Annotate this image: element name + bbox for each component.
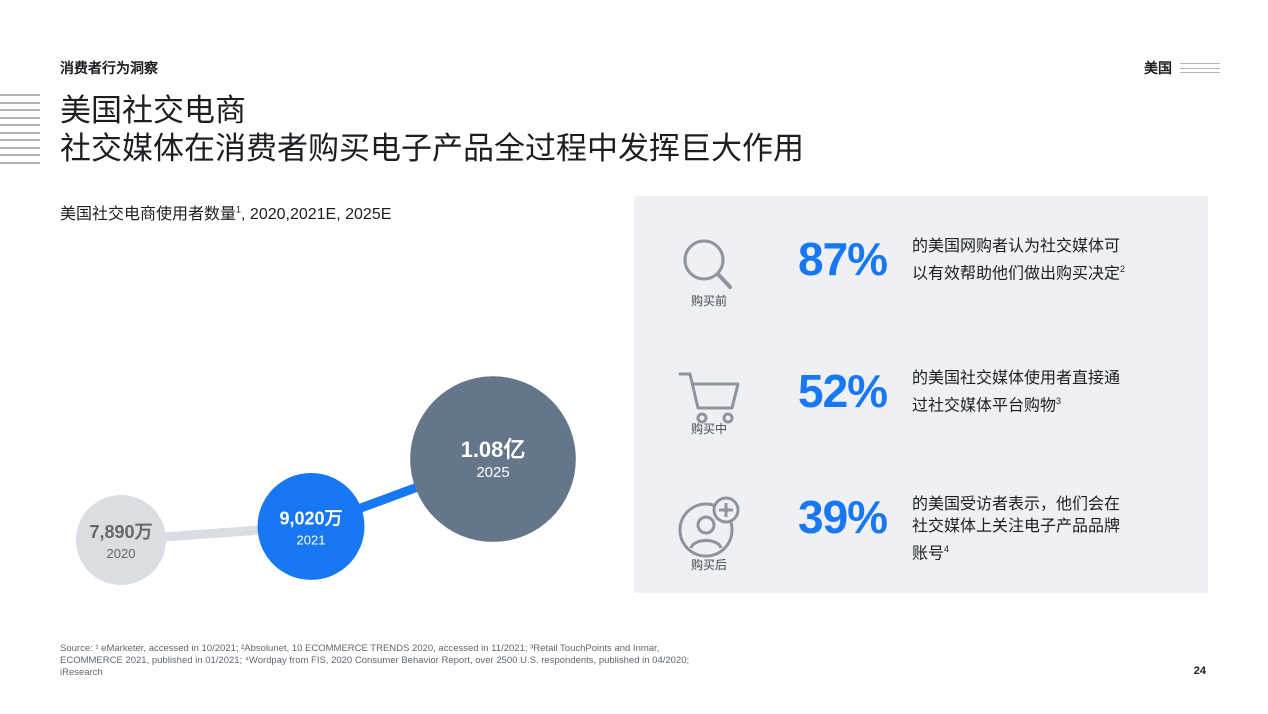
bubble-value-label: 1.08亿 (461, 437, 526, 462)
chart-title-text: 美国社交电商使用者数量 (60, 206, 237, 223)
source-line: Source: ¹ eMarketer, accessed in 10/2021… (60, 643, 660, 654)
stripes-decoration (0, 94, 40, 164)
stage-label: 购买中 (690, 422, 727, 436)
stat-row-during: 购买中 52% 的美国社交媒体使用者直接通 过社交媒体平台购物3 (634, 348, 1208, 468)
footnote-mark: 3 (1056, 396, 1062, 406)
chart-title: 美国社交电商使用者数量1, 2020,2021E, 2025E (60, 200, 391, 224)
source-line: ECOMMERCE 2021, published in 01/2021; ⁴W… (60, 655, 690, 666)
bubble-year-label: 2025 (476, 464, 509, 481)
region-label: 美国 (1144, 60, 1172, 76)
stat-percent: 87% (798, 233, 888, 285)
stat-desc-line-last: 以有效帮助他们做出购买决定2 (912, 258, 1172, 285)
footnote-mark: 2 (1120, 264, 1126, 274)
region-lines-decoration (1180, 63, 1220, 73)
chart-title-years: , 2020,2021E, 2025E (241, 206, 392, 223)
bubble-value-label: 7,890万 (89, 522, 152, 542)
stats-panel: 购买前 87% 的美国网购者认为社交媒体可 以有效帮助他们做出购买决定2 购买中… (634, 196, 1208, 593)
stage-label: 购买前 (690, 294, 727, 308)
stat-description: 的美国社交媒体使用者直接通 过社交媒体平台购物3 (912, 368, 1172, 417)
stage-label: 购买后 (690, 558, 727, 572)
title-line-2: 社交媒体在消费者购买电子产品全过程中发挥巨大作用 (60, 131, 804, 166)
page-number: 24 (1193, 665, 1206, 677)
bubble-2025 (410, 376, 576, 542)
add-user-icon (678, 496, 740, 558)
section-label: 消费者行为洞察 (60, 60, 158, 76)
page-title: 美国社交电商 社交媒体在消费者购买电子产品全过程中发挥巨大作用 (60, 92, 804, 168)
magnifier-icon (683, 239, 732, 289)
bubble-year-label: 2020 (107, 546, 136, 561)
stat-description: 的美国网购者认为社交媒体可 以有效帮助他们做出购买决定2 (912, 236, 1172, 285)
stat-desc-text: 以有效帮助他们做出购买决定 (912, 265, 1121, 283)
stat-desc-line: 的美国网购者认为社交媒体可 (912, 238, 1121, 255)
stat-desc-line: 的美国受访者表示，他们会在 (912, 496, 1121, 513)
region-tag: 美国 (1144, 58, 1220, 78)
stat-desc-text: 过社交媒体平台购物 (912, 397, 1057, 415)
stat-desc-line-last: 账号4 (912, 538, 1172, 565)
bubble-value-label: 9,020万 (279, 508, 342, 528)
title-line-1: 美国社交电商 (60, 93, 246, 128)
source-line: iResearch (60, 667, 103, 678)
shopping-cart-icon (678, 372, 740, 424)
stat-row-after: 购买后 39% 的美国受访者表示，他们会在 社交媒体上关注电子产品品牌 账号4 (634, 478, 1208, 598)
stat-desc-line: 社交媒体上关注电子产品品牌 (912, 518, 1121, 535)
bubble-chart: 7,890万 2020 9,020万 2021 1.08亿 2025 (76, 376, 576, 585)
stat-desc-line: 的美国社交媒体使用者直接通 (912, 370, 1121, 387)
stat-row-before: 购买前 87% 的美国网购者认为社交媒体可 以有效帮助他们做出购买决定2 (634, 216, 1208, 336)
footnote-mark: 4 (944, 544, 950, 554)
stat-desc-line-last: 过社交媒体平台购物3 (912, 390, 1172, 417)
stat-description: 的美国受访者表示，他们会在 社交媒体上关注电子产品品牌 账号4 (912, 494, 1172, 565)
bubble-2021 (257, 472, 365, 580)
stat-percent: 39% (798, 491, 888, 543)
chart-title-footnote: 1 (236, 204, 242, 215)
source-note: Source: ¹ eMarketer, accessed in 10/2021… (60, 643, 820, 679)
stat-desc-text: 账号 (912, 545, 945, 563)
bubble-year-label: 2021 (297, 532, 326, 547)
bubble-2020 (76, 495, 166, 585)
stat-percent: 52% (798, 365, 888, 417)
